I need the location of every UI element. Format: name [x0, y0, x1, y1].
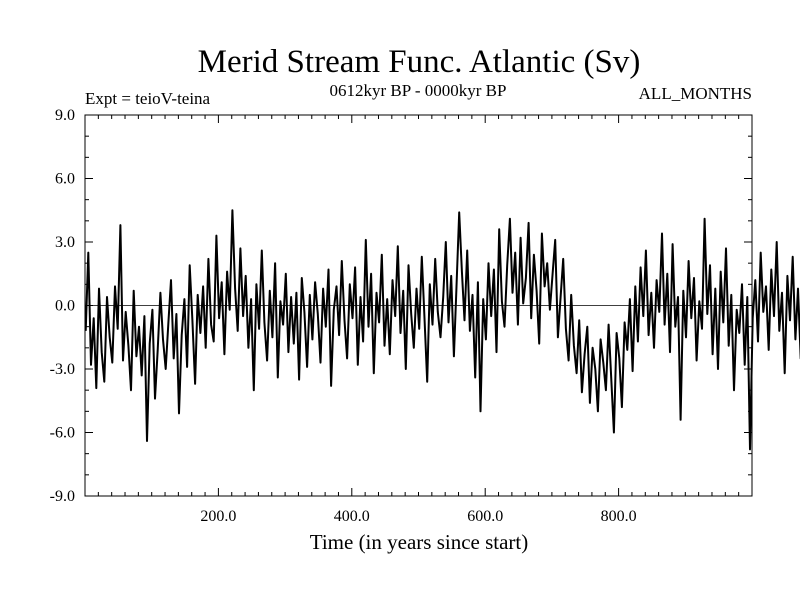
y-tick-label: -9.0 [50, 488, 75, 505]
x-tick-label: 200.0 [200, 508, 236, 525]
expt-label: Expt = teioV-teina [85, 89, 211, 108]
y-tick-label: 3.0 [55, 234, 75, 251]
x-tick-label: 800.0 [601, 508, 637, 525]
plot-area: 200.0 400.0 600.0 800.0 -9.0 -6.0 -3.0 0.0 3.0 6… [50, 107, 800, 525]
y-tick-label: -6.0 [50, 425, 75, 442]
chart-title: Merid Stream Func. Atlantic (Sv) [198, 44, 641, 80]
y-tick-label: 0.0 [55, 298, 75, 315]
months-label: ALL_MONTHS [639, 84, 752, 103]
y-tick-label: 6.0 [55, 171, 75, 188]
y-tick-label: 9.0 [55, 107, 75, 124]
time-range-label: 0612kyr BP - 0000kyr BP [330, 81, 507, 100]
y-ticks: -9.0 -6.0 -3.0 0.0 3.0 6.0 9.0 [50, 107, 752, 505]
x-ticks: 200.0 400.0 600.0 800.0 [97, 115, 740, 525]
y-tick-label: -3.0 [50, 361, 75, 378]
x-axis-label: Time (in years since start) [310, 530, 529, 554]
series-line [84, 209, 800, 451]
x-tick-label: 600.0 [467, 508, 503, 525]
x-tick-label: 400.0 [334, 508, 370, 525]
